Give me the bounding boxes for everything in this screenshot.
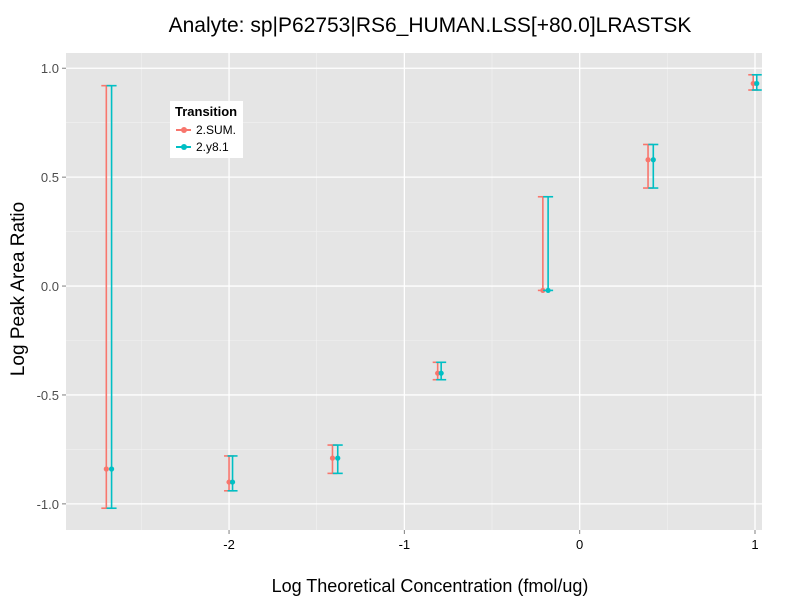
x-tick-label: 0 — [576, 537, 583, 552]
y-tick-label: 0.5 — [41, 170, 59, 185]
point-y8 — [545, 287, 551, 294]
y-tick-label: 0.0 — [41, 279, 59, 294]
point-sum — [103, 466, 109, 472]
y-tick-label: 1.0 — [41, 61, 59, 76]
point-y8 — [335, 455, 341, 461]
legend-dot-y8 — [181, 143, 187, 150]
point-y8 — [650, 157, 656, 163]
legend-item-y8: 2.y8.1 — [175, 138, 237, 155]
legend-item-sum: 2.SUM. — [175, 121, 237, 138]
y-axis-label: Log Peak Area Ratio — [8, 201, 29, 377]
legend-key-sum — [175, 124, 192, 136]
x-tick-label: 1 — [751, 537, 758, 552]
point-sum — [645, 157, 651, 163]
point-sum — [540, 287, 546, 294]
legend-label-sum: 2.SUM. — [196, 122, 237, 137]
point-y8 — [108, 466, 115, 472]
legend-title: Transition — [175, 104, 238, 119]
legend-key-y8 — [175, 141, 192, 153]
point-y8 — [229, 479, 236, 485]
point-y8 — [438, 370, 444, 376]
legend: Transition 2.SUM. 2.y8.1 — [170, 101, 244, 158]
y-tick-label: -0.5 — [37, 388, 59, 403]
x-tick-label: -2 — [223, 537, 235, 552]
point-y8 — [754, 80, 760, 87]
y-tick-label: -1.0 — [37, 497, 59, 512]
x-axis-label: Log Theoretical Concentration (fmol/ug) — [271, 576, 589, 596]
legend-dot-sum — [181, 126, 187, 133]
chart-title: Analyte: sp|P62753|RS6_HUMAN.LSS[+80.0]L… — [168, 14, 692, 37]
point-sum — [329, 455, 336, 461]
x-tick-label: -1 — [399, 537, 411, 552]
legend-label-y8: 2.y8.1 — [196, 139, 229, 154]
